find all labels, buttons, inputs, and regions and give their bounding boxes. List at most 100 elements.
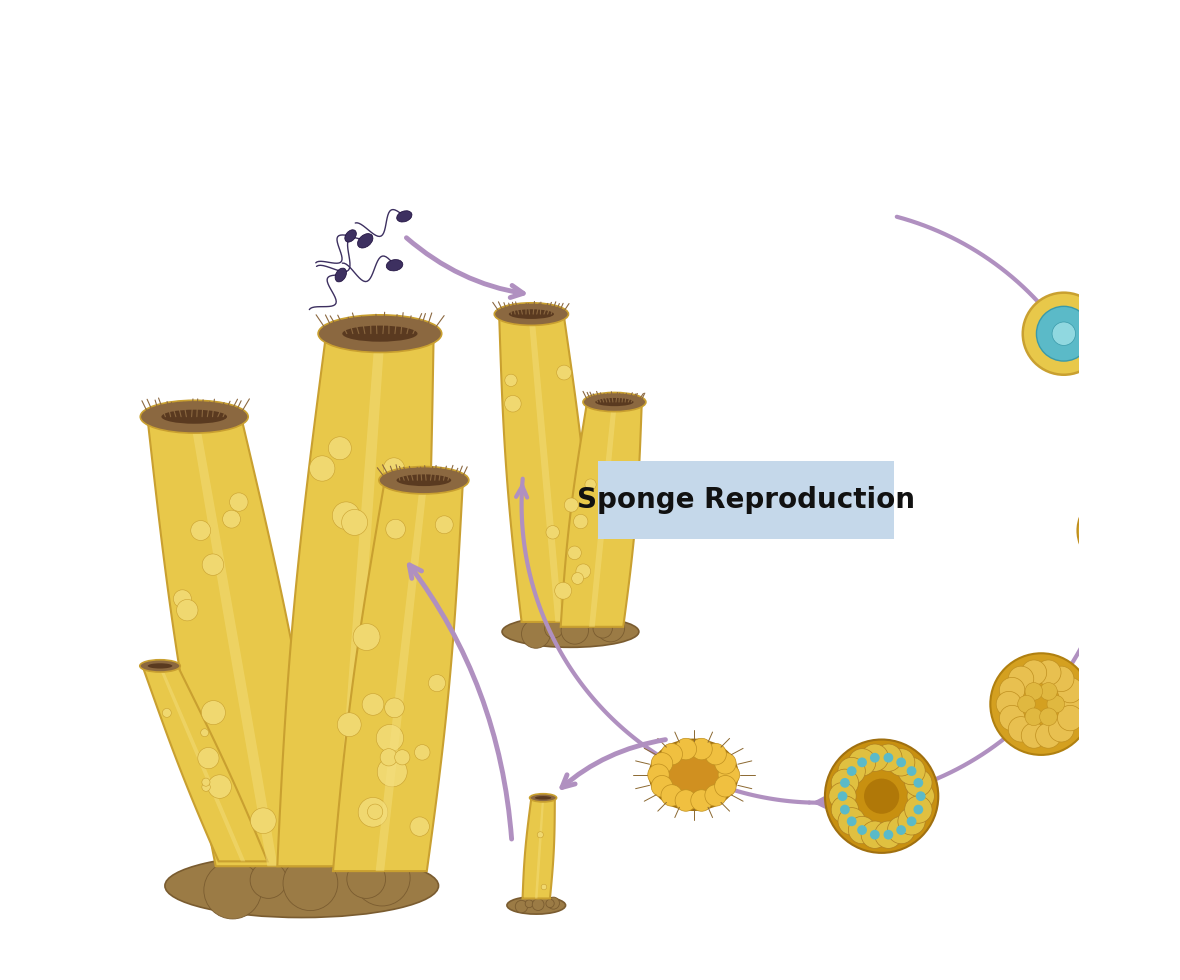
Circle shape (359, 798, 388, 827)
Circle shape (825, 740, 938, 853)
Circle shape (906, 766, 917, 776)
Circle shape (386, 519, 406, 539)
Circle shape (887, 816, 914, 844)
Circle shape (202, 701, 225, 724)
Circle shape (840, 778, 850, 788)
Circle shape (831, 769, 859, 797)
Circle shape (384, 458, 405, 479)
Circle shape (1021, 723, 1047, 749)
Circle shape (378, 757, 407, 787)
Polygon shape (335, 333, 385, 866)
Circle shape (505, 395, 522, 412)
Circle shape (1049, 716, 1074, 742)
Circle shape (861, 744, 889, 771)
Circle shape (250, 861, 287, 899)
Circle shape (690, 790, 713, 811)
Circle shape (1057, 706, 1083, 731)
Circle shape (905, 796, 932, 823)
Circle shape (690, 738, 713, 760)
Circle shape (1025, 683, 1043, 700)
Circle shape (380, 749, 398, 766)
Circle shape (202, 554, 224, 575)
Circle shape (347, 859, 386, 899)
Circle shape (715, 753, 736, 774)
Circle shape (362, 694, 384, 715)
Circle shape (435, 515, 453, 534)
Ellipse shape (583, 392, 645, 412)
Circle shape (342, 510, 368, 535)
Ellipse shape (650, 740, 738, 809)
Circle shape (204, 861, 262, 919)
Circle shape (857, 825, 867, 835)
Ellipse shape (386, 260, 402, 270)
Circle shape (1025, 708, 1043, 725)
Ellipse shape (140, 400, 248, 433)
Circle shape (353, 623, 380, 651)
Circle shape (884, 830, 893, 840)
Circle shape (898, 808, 925, 835)
Ellipse shape (396, 211, 412, 222)
Polygon shape (333, 480, 463, 871)
Circle shape (1021, 660, 1047, 685)
Circle shape (704, 744, 727, 765)
Ellipse shape (502, 616, 638, 648)
Circle shape (394, 750, 409, 765)
Circle shape (564, 498, 578, 513)
Circle shape (907, 782, 935, 809)
Circle shape (1116, 500, 1148, 530)
Circle shape (1061, 692, 1086, 716)
Circle shape (1086, 530, 1116, 562)
Circle shape (999, 706, 1024, 731)
Circle shape (1116, 530, 1148, 562)
Circle shape (913, 805, 923, 814)
Circle shape (367, 804, 382, 819)
Circle shape (1049, 666, 1074, 692)
Polygon shape (277, 333, 433, 866)
Circle shape (604, 464, 617, 476)
Circle shape (191, 520, 210, 540)
Circle shape (828, 782, 857, 809)
Circle shape (173, 590, 191, 608)
Circle shape (847, 766, 857, 776)
Polygon shape (190, 416, 277, 866)
Circle shape (847, 816, 857, 826)
Circle shape (576, 564, 591, 578)
Ellipse shape (358, 233, 373, 248)
Circle shape (505, 374, 517, 386)
Circle shape (1040, 708, 1057, 725)
Circle shape (661, 785, 682, 807)
Circle shape (202, 778, 210, 786)
Circle shape (874, 821, 902, 849)
Circle shape (831, 796, 859, 823)
Circle shape (555, 582, 571, 599)
Circle shape (557, 366, 571, 380)
Polygon shape (529, 315, 562, 622)
Circle shape (328, 437, 352, 460)
Polygon shape (523, 798, 555, 899)
Circle shape (906, 816, 917, 826)
Circle shape (996, 692, 1022, 716)
Circle shape (897, 825, 906, 835)
Circle shape (546, 525, 559, 539)
Circle shape (354, 850, 411, 906)
Circle shape (163, 709, 171, 717)
Circle shape (562, 616, 589, 644)
Circle shape (661, 744, 682, 765)
Circle shape (385, 698, 405, 717)
Circle shape (651, 753, 673, 774)
Circle shape (283, 856, 337, 910)
Circle shape (864, 778, 899, 813)
Circle shape (409, 817, 430, 836)
Ellipse shape (595, 398, 634, 406)
Polygon shape (143, 665, 268, 861)
Text: Sponge Reproduction: Sponge Reproduction (577, 486, 916, 514)
Circle shape (1077, 492, 1155, 569)
Circle shape (704, 785, 727, 807)
Ellipse shape (162, 410, 227, 423)
Circle shape (597, 613, 624, 642)
Circle shape (840, 805, 850, 814)
Circle shape (516, 901, 527, 912)
Ellipse shape (530, 794, 557, 802)
Circle shape (651, 775, 673, 797)
Circle shape (1047, 695, 1064, 712)
